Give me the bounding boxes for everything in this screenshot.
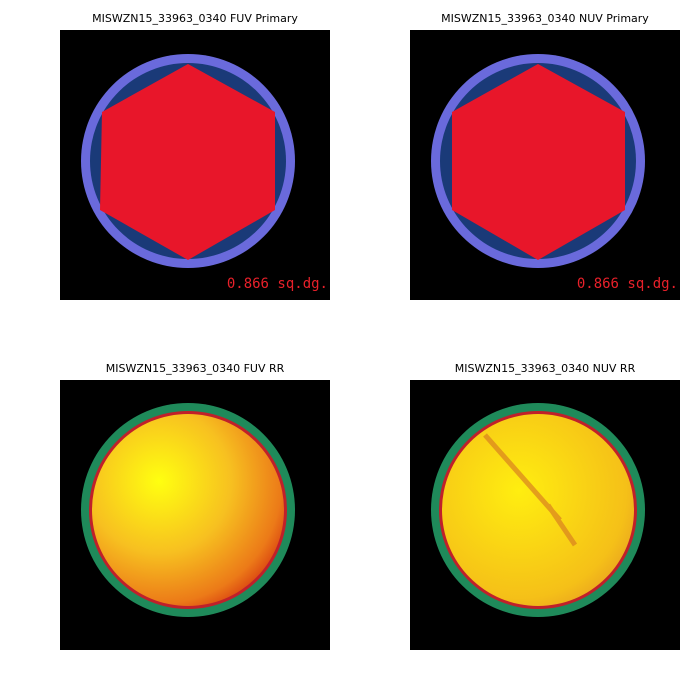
response-disk <box>442 414 634 606</box>
panel-title: MISWZN15_33963_0340 FUV RR <box>106 362 285 375</box>
panel-title: MISWZN15_33963_0340 FUV Primary <box>92 12 298 25</box>
panel-title: MISWZN15_33963_0340 NUV RR <box>455 362 636 375</box>
response-disk <box>92 414 284 606</box>
area-label: 0.866 sq.dg. <box>577 276 678 292</box>
panel-title: MISWZN15_33963_0340 NUV Primary <box>441 12 649 25</box>
hexagon-field <box>100 64 275 260</box>
area-label: 0.866 sq.dg. <box>227 276 328 292</box>
hexagon-field <box>452 64 625 260</box>
artifact <box>483 433 578 547</box>
